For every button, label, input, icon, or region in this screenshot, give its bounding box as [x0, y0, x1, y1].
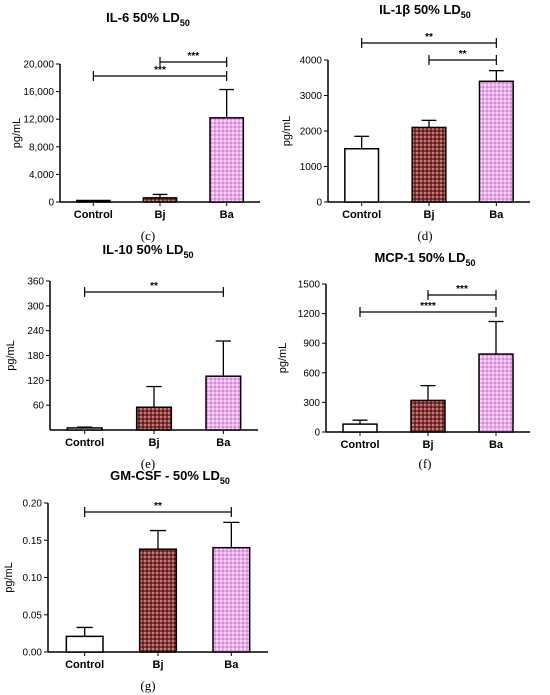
x-tick-label-ba: Ba [489, 209, 504, 221]
bar-control [344, 148, 380, 203]
y-tick-label: 1500 [298, 280, 321, 291]
y-tick-label: 60 [33, 401, 45, 412]
bar-ba [478, 80, 514, 203]
y-tick-label: 300 [303, 398, 320, 409]
significance-label: *** [456, 284, 468, 295]
y-tick-label: 3000 [300, 91, 323, 102]
significance-label: ** [150, 281, 158, 292]
significance-label: ** [154, 501, 162, 512]
x-tick-label-ba: Ba [224, 659, 239, 671]
significance-label: ** [459, 49, 467, 60]
significance-label: *** [154, 65, 166, 76]
panel-label: (f) [419, 456, 432, 471]
chart-panel-f: MCP-1 50% LD50 0 300 600 900 1200 1500 pg/mL Con… [277, 250, 530, 471]
bar-ba [478, 353, 514, 433]
x-tick-label-control: Control [74, 209, 113, 221]
bar-bj [135, 406, 173, 431]
chart-panel-e: IL-10 50% LD50 60 120 180 240 300 360 pg/mL Cont… [5, 242, 258, 471]
y-tick-label: 16,000 [23, 87, 54, 98]
bar-ba [205, 375, 242, 431]
bar-bj [142, 197, 178, 203]
y-tick-label: 0.20 [23, 499, 43, 510]
y-tick-label: 0.00 [23, 648, 43, 659]
y-tick-label: 0.10 [23, 573, 43, 584]
y-axis-label: pg/mL [5, 340, 17, 371]
y-tick-label: 240 [27, 326, 44, 337]
y-tick-label: 4,000 [29, 170, 54, 181]
panel-label: (c) [141, 228, 155, 243]
bar-bj [411, 126, 447, 203]
x-tick-label-control: Control [65, 659, 104, 671]
significance-label: ** [425, 32, 433, 43]
bar-ba [212, 546, 251, 653]
x-tick-label-control: Control [340, 439, 379, 451]
y-tick-label: 360 [27, 277, 44, 288]
y-tick-label: 180 [27, 351, 44, 362]
chart-title: MCP-1 50% LD50 [374, 250, 475, 268]
y-tick-label: 1000 [300, 162, 323, 173]
chart-panel-d: IL-1β 50% LD50 0 1000 2000 3000 4000 pg/mL Cont… [281, 2, 530, 243]
y-tick-label: 0 [48, 198, 54, 209]
y-tick-label: 120 [27, 376, 44, 387]
bar-control [66, 427, 103, 431]
bar-bj [410, 399, 446, 433]
chart-panel-g: GM-CSF - 50% LD50 0.00 0.05 0.10 0.15 0.20 pg/… [3, 468, 268, 693]
y-tick-label: 12,000 [23, 115, 54, 126]
bar-bj [138, 548, 178, 653]
y-tick-label: 0 [314, 428, 320, 439]
y-tick-label: 0.05 [23, 610, 43, 621]
x-tick-label-bj: Bj [423, 439, 434, 451]
y-tick-label: 1200 [298, 309, 321, 320]
panel-label: (e) [141, 456, 155, 471]
y-axis-label: pg/mL [3, 562, 15, 593]
x-tick-label-bj: Bj [424, 209, 435, 221]
y-tick-label: 300 [27, 301, 44, 312]
significance-label: *** [187, 51, 199, 62]
panel-label: (g) [140, 678, 155, 693]
x-tick-label-control: Control [65, 437, 104, 449]
y-axis-label: pg/mL [281, 116, 293, 147]
y-axis-label: pg/mL [11, 118, 23, 149]
chart-panel-c: IL-6 50% LD50 0 4,000 8,000 12,000 16,000 20,0… [11, 10, 260, 243]
chart-title: GM-CSF - 50% LD50 [110, 468, 230, 486]
y-tick-label: 600 [303, 368, 320, 379]
y-tick-label: 8,000 [29, 142, 54, 153]
x-tick-label-control: Control [342, 209, 381, 221]
bar-ba [209, 117, 245, 203]
chart-title: IL-1β 50% LD50 [379, 2, 471, 20]
bar-control [342, 423, 378, 433]
x-tick-label-ba: Ba [220, 209, 235, 221]
x-tick-label-bj: Bj [149, 437, 160, 449]
x-tick-label-ba: Ba [216, 437, 231, 449]
x-tick-label-bj: Bj [155, 209, 166, 221]
chart-title: IL-6 50% LD50 [106, 10, 190, 28]
y-tick-label: 2000 [300, 127, 323, 138]
y-axis-label: pg/mL [277, 343, 289, 374]
y-tick-label: 900 [303, 339, 320, 350]
y-tick-label: 20,000 [23, 60, 54, 71]
y-tick-label: 0 [316, 198, 322, 209]
significance-label: **** [420, 301, 436, 312]
chart-title: IL-10 50% LD50 [103, 242, 194, 260]
x-tick-label-bj: Bj [153, 659, 164, 671]
y-tick-label: 0.15 [23, 536, 43, 547]
y-tick-label: 4000 [300, 56, 323, 67]
x-tick-label-ba: Ba [489, 439, 504, 451]
bar-control [75, 199, 111, 203]
panel-label: (d) [417, 228, 432, 243]
bar-control [65, 635, 104, 653]
